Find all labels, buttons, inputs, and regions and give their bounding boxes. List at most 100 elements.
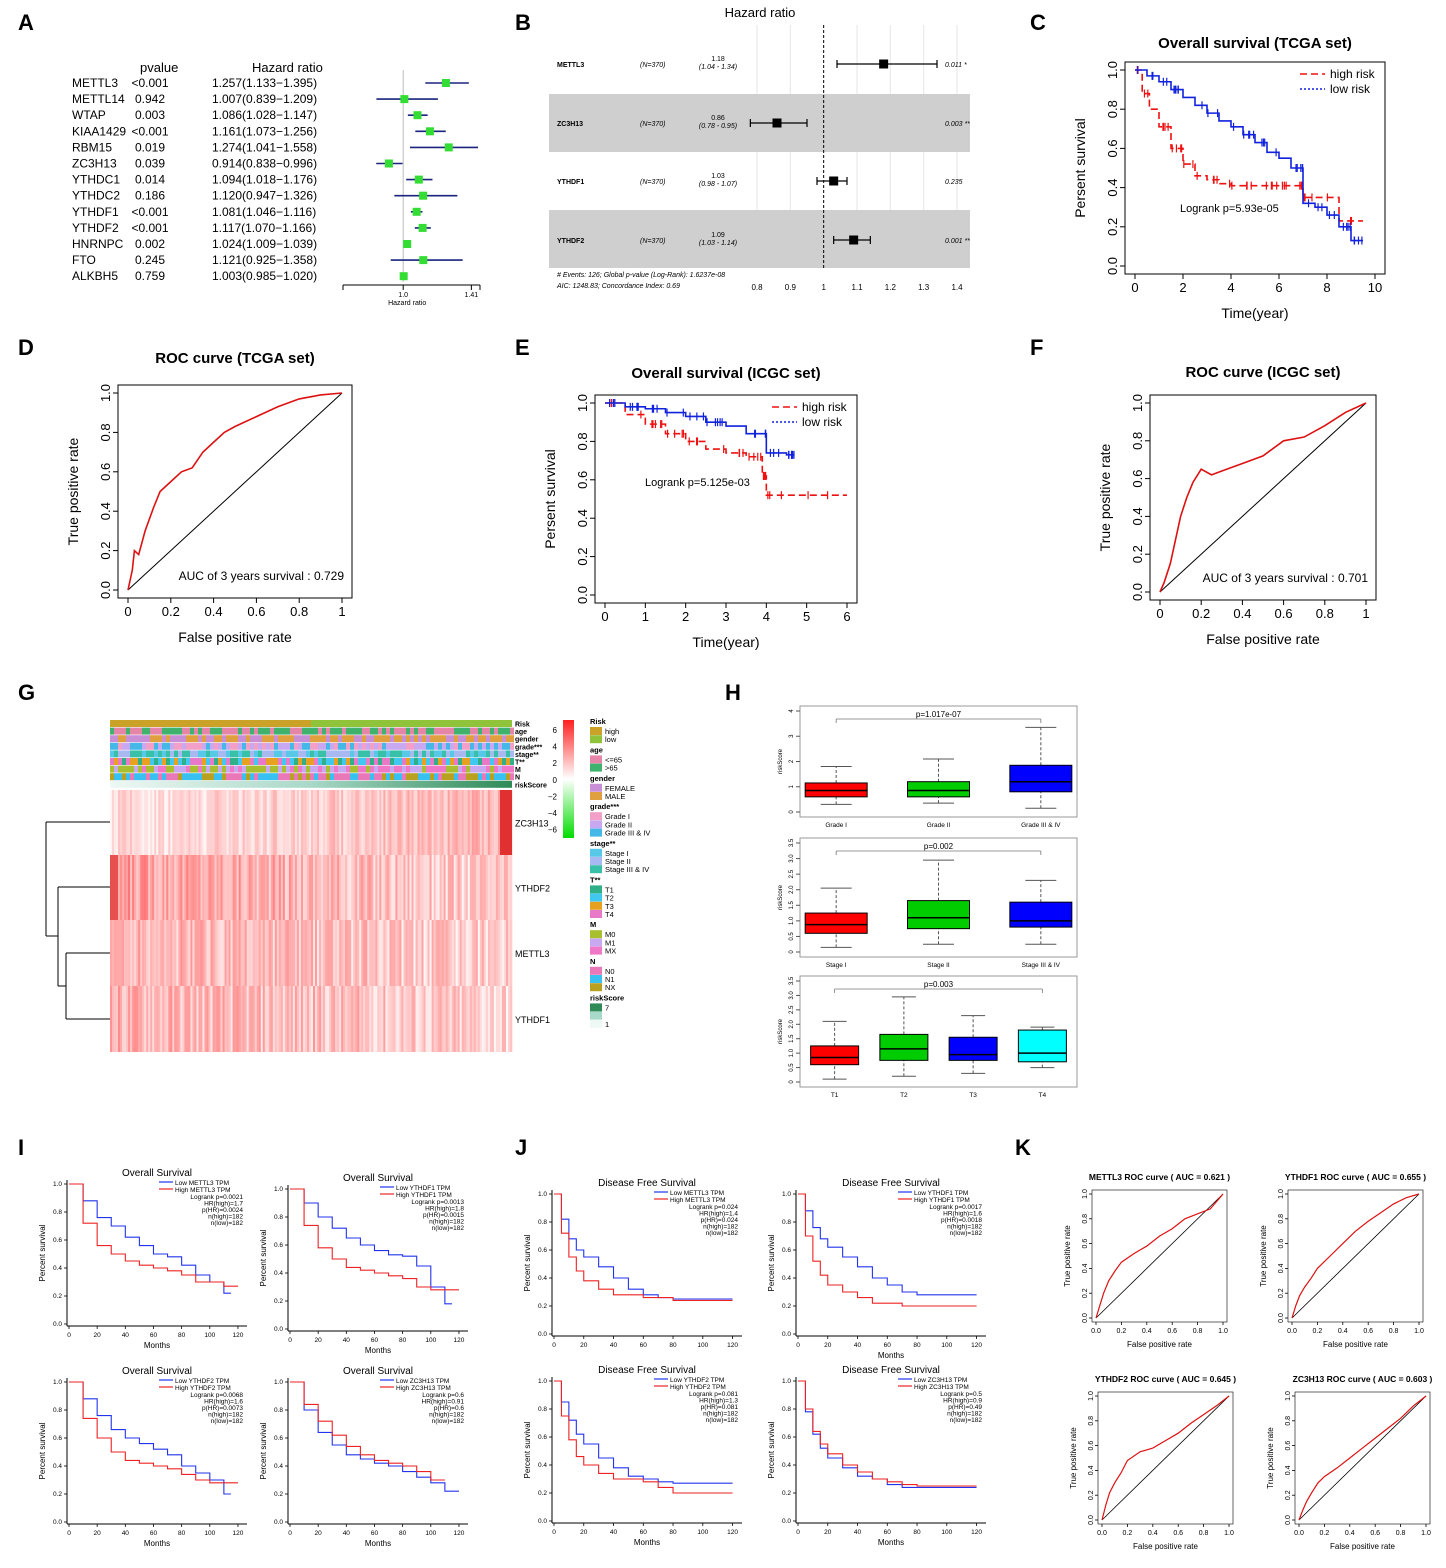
heatmap-cell [142, 790, 144, 855]
annotation-cell [322, 773, 326, 780]
heatmap-cell [432, 986, 434, 1052]
annotation-cell [138, 773, 142, 780]
forest-pvalue: 0.245 [135, 253, 165, 267]
heatmap-cell [391, 986, 393, 1052]
small-roc-title: ZC3H13 ROC curve ( AUC = 0.603 ) [1293, 1374, 1433, 1384]
small-x-tick-label: 60 [150, 1332, 158, 1339]
annotation-cell [170, 735, 174, 742]
heatmap-cell [114, 920, 116, 986]
heatmap-cell [225, 790, 227, 855]
annotation-cell [426, 766, 430, 773]
heatmap-cell [428, 790, 430, 855]
small-x-tick-label: 40 [610, 1529, 618, 1536]
annotation-cell [390, 758, 394, 765]
heatmap-cell [464, 986, 466, 1052]
heatmap-cell [156, 855, 158, 920]
heatmap-cell [233, 986, 235, 1052]
heatmap-cell [329, 920, 331, 986]
annotation-cell [218, 750, 222, 757]
y-tick-label: 1.0 [1105, 61, 1120, 79]
annotation-cell [454, 735, 458, 742]
annotation-cell [190, 743, 194, 750]
annotation-cell [358, 743, 362, 750]
annotation-cell [166, 758, 170, 765]
heatmap-cell [178, 986, 180, 1052]
heatmap-cell [315, 790, 317, 855]
heatmap-cell [142, 920, 144, 986]
heatmap-cell [285, 855, 287, 920]
annotation-cell [242, 728, 246, 735]
heatmap-cell [176, 855, 178, 920]
heatmap-cell [265, 986, 267, 1052]
small-x-tick-label: 100 [204, 1332, 215, 1339]
y-tick-label: 0.4 [1130, 507, 1145, 525]
annotation-cell [366, 758, 370, 765]
annotation-cell [150, 743, 154, 750]
annotation-cell [110, 735, 114, 742]
forest-b-hr-label: 1.18 [711, 56, 725, 63]
heatmap-cell [486, 986, 488, 1052]
annotation-cell [230, 743, 234, 750]
heatmap-cell [265, 855, 267, 920]
heatmap-cell [343, 790, 345, 855]
small-y-tick-label: 0.8 [782, 1219, 791, 1226]
annotation-track-label: stage** [515, 752, 539, 759]
small-y-tick-label: 0.8 [53, 1209, 62, 1216]
annotation-cell [334, 773, 338, 780]
heatmap-cell [506, 986, 508, 1052]
small-legend-label: Low ZC3H13 TPM [914, 1377, 967, 1384]
boxplot-y-tick-label: 1.5 [789, 1034, 795, 1043]
annotation-cell [454, 743, 458, 750]
boxplot-box [880, 1034, 928, 1060]
heatmap-cell [506, 855, 508, 920]
annotation-cell [458, 743, 462, 750]
heatmap-cell [164, 920, 166, 986]
annotation-cell [250, 766, 254, 773]
heatmap-cell [472, 920, 474, 986]
heatmap-cell [329, 855, 331, 920]
annotation-cell [390, 735, 394, 742]
heatmap-cell [259, 986, 261, 1052]
heatmap-cell [414, 790, 416, 855]
annotation-cell [302, 773, 306, 780]
annotation-cell [242, 743, 246, 750]
small-roc-x-tick-label: 0.6 [1173, 1530, 1183, 1537]
x-tick-label: 2 [682, 609, 689, 624]
small-roc-x-tick-label: 0.2 [1123, 1530, 1133, 1537]
small-roc-x-label: False positive rate [1127, 1340, 1192, 1349]
annotation-cell [154, 758, 158, 765]
annotation-cell [434, 750, 438, 757]
heatmap-cell [237, 920, 239, 986]
small-roc-x-tick-label: 0.2 [1313, 1328, 1323, 1335]
x-tick-label: 6 [1275, 280, 1282, 295]
legend-item-label: T4 [605, 910, 614, 919]
heatmap-cell [215, 790, 217, 855]
heatmap-cell [142, 986, 144, 1052]
annotation-cell [370, 735, 374, 742]
small-plot-title: Overall Survival [343, 1366, 413, 1377]
heatmap-cell [213, 790, 215, 855]
annotation-cell [494, 743, 498, 750]
annotation-cell [354, 750, 358, 757]
heatmap-cell [403, 855, 405, 920]
heatmap-cell [192, 986, 194, 1052]
annotation-cell [250, 735, 254, 742]
heatmap-cell [239, 855, 241, 920]
annotation-cell [150, 750, 154, 757]
heatmap-cell [502, 920, 504, 986]
plot-title: ROC curve (TCGA set) [155, 350, 314, 367]
heatmap-cell [110, 986, 112, 1052]
small-legend-label: Low YTHDF1 TPM [396, 1185, 450, 1192]
annotation-cell [110, 766, 114, 773]
panel-c-km-plot: Overall survival (TCGA set)0 2 4 6 8 100.00.2… [1072, 35, 1385, 321]
heatmap-cell [152, 855, 154, 920]
annotation-cell [166, 766, 170, 773]
heatmap-cell [335, 986, 337, 1052]
heatmap-cell [247, 920, 249, 986]
heatmap-cell [303, 790, 305, 855]
annotation-cell [222, 758, 226, 765]
small-x-label: Months [634, 1538, 660, 1547]
annotation-cell [414, 743, 418, 750]
annotation-track-label: M [515, 767, 521, 774]
heatmap-cell [293, 986, 295, 1052]
